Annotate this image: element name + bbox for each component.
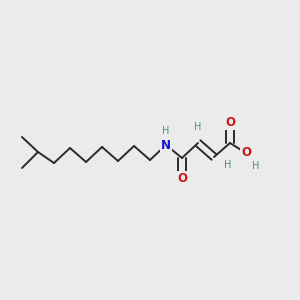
Text: H: H xyxy=(162,126,170,136)
Text: H: H xyxy=(252,161,260,171)
Text: N: N xyxy=(161,139,171,152)
Text: O: O xyxy=(177,172,187,184)
Text: H: H xyxy=(194,122,202,132)
Text: O: O xyxy=(241,146,251,160)
Text: H: H xyxy=(224,160,232,170)
Text: O: O xyxy=(225,116,235,130)
